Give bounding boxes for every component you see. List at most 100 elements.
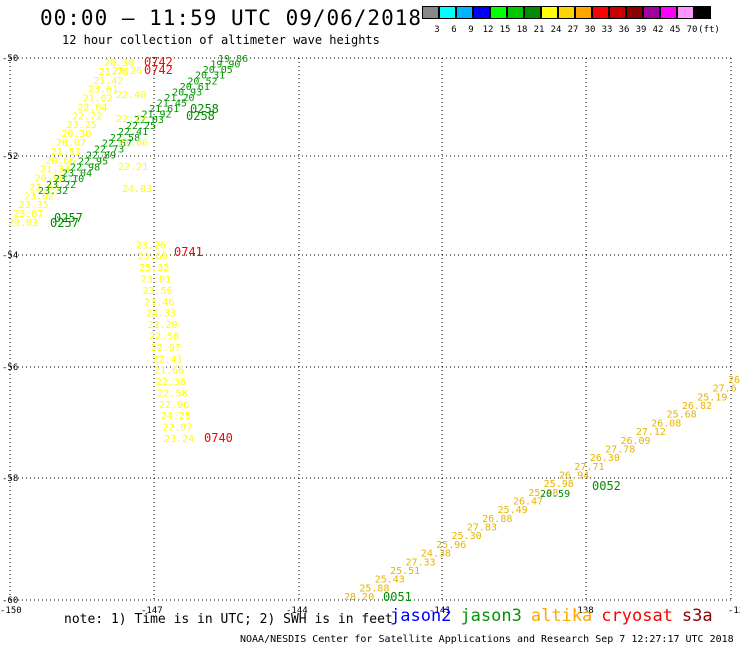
colorbar-label: 21 xyxy=(533,25,545,35)
pass-time-label: 0258 xyxy=(186,109,215,123)
pass-time-label: 0741 xyxy=(174,245,203,259)
colorbar-label: 70 xyxy=(686,25,698,35)
x-tick-label: -141 xyxy=(429,606,451,616)
colorbar-swatch xyxy=(490,6,507,19)
wave-height-label: 21.51 xyxy=(51,147,81,158)
y-tick-label: -60 xyxy=(2,596,18,606)
wave-height-label: 21.61 xyxy=(149,104,179,115)
x-tick-label: -147 xyxy=(141,606,163,616)
wave-height-label: 22.58 xyxy=(157,388,187,399)
wave-height-label: 22.67 xyxy=(102,139,132,150)
colorbar-label: 3 xyxy=(434,25,440,35)
wave-height-label: 23.35 xyxy=(19,200,49,211)
colorbar-label: (ft) xyxy=(698,25,720,35)
footnote: note: 1) Time is in UTC; 2) SWH is in fe… xyxy=(64,612,393,627)
wave-height-label: 27.33 xyxy=(405,557,435,568)
satellite-legend-item: altika xyxy=(530,606,593,626)
colorbar-swatch xyxy=(558,6,575,19)
track-track_b: 19.8619.9020.0520.3120.5220.6120.9321.20… xyxy=(38,54,248,197)
colorbar-swatch xyxy=(473,6,490,19)
wave-height-label: 20.05 xyxy=(203,65,233,76)
wave-height-label: 24.33 xyxy=(146,309,176,320)
wave-height-label: 20.59 xyxy=(540,489,570,500)
wave-height-label: 27.83 xyxy=(467,523,497,534)
satellite-legend-item: cryosat xyxy=(601,606,673,626)
map-subtitle: 12 hour collection of altimeter wave hei… xyxy=(62,33,380,47)
colorbar-swatch xyxy=(507,6,524,19)
wave-height-label: 27.71 xyxy=(574,462,604,473)
wave-height-label: 23.60 xyxy=(138,252,168,263)
wave-height-label: 22.41 xyxy=(118,127,148,138)
wave-height-label: 25.96 xyxy=(436,540,466,551)
wave-height-label: 23.04 xyxy=(62,168,92,179)
wave-height-label: 21.92 xyxy=(141,110,171,121)
pass-time-label: 0257 xyxy=(54,211,83,225)
colorbar-swatch xyxy=(575,6,592,19)
wave-height-label: 21.45 xyxy=(157,99,187,110)
colorbar-label: 24 xyxy=(550,25,562,35)
wave-height-label: 22.73 xyxy=(94,145,124,156)
wave-height-label: 20.07 xyxy=(56,138,86,149)
wave-height-label: 25.68 xyxy=(667,410,697,421)
wave-height-label: 24.25 xyxy=(161,411,191,422)
wave-height-label: 22.58 xyxy=(110,133,140,144)
wave-height-label: 23.02 xyxy=(24,191,54,202)
wave-height-label: 25.30 xyxy=(452,531,482,542)
wave-height-label: 25.98 xyxy=(528,488,558,499)
y-tick-label: -52 xyxy=(2,152,18,162)
wave-height-label: 21.66 xyxy=(154,366,184,377)
wave-height-label: 27.78 xyxy=(605,444,635,455)
wave-height-label: 26.30 xyxy=(590,453,620,464)
wave-height-label: 25.49 xyxy=(498,505,528,516)
wave-height-label: 23.61 xyxy=(88,85,118,96)
wave-height-label: 22.25 xyxy=(126,121,156,132)
pass-time-label: 0740 xyxy=(204,431,233,445)
colorbar-label: 36 xyxy=(618,25,630,35)
colorbar-label: 45 xyxy=(669,25,681,35)
wave-height-label: 21.20 xyxy=(164,93,194,104)
colorbar-swatch xyxy=(677,6,694,19)
colorbar-swatch xyxy=(439,6,456,19)
satellite-legend: jason2 jason3 altika cryosat s3a xyxy=(390,606,722,626)
colorbar-label: 15 xyxy=(499,25,511,35)
colorbar-label: 9 xyxy=(468,25,474,35)
satellite-legend-item: s3a xyxy=(681,606,713,626)
track-track_a: 20.3021.7621.4223.6121.6222.6422.7223.25… xyxy=(8,58,134,229)
wave-height-label: 22.21 xyxy=(118,162,148,173)
colorbar-label: 33 xyxy=(601,25,613,35)
x-tick-label: -144 xyxy=(286,606,308,616)
wave-height-label: 20.66 xyxy=(45,156,75,167)
wave-height-label: 23.01 xyxy=(141,275,171,286)
wave-height-label: 22.40 xyxy=(116,90,146,101)
wave-height-label: 28.20 xyxy=(344,592,374,603)
wave-height-label: 26.08 xyxy=(651,418,681,429)
wave-height-label: 24.38 xyxy=(421,549,451,560)
altimeter-tracks: 20.3021.7621.4223.6121.6222.6422.7223.25… xyxy=(8,54,740,603)
wave-height-label: 19.90 xyxy=(210,60,240,71)
wave-height-label: 23.56 xyxy=(143,286,173,297)
wave-height-label: 23.24 xyxy=(164,434,194,445)
wave-height-label: 23.87 xyxy=(13,209,43,220)
wave-height-label: 26.82 xyxy=(682,401,712,412)
satellite-legend-item: jason3 xyxy=(460,606,522,626)
wave-height-label: 22.89 xyxy=(86,151,116,162)
pass-time-label: 0258 xyxy=(190,102,219,116)
colorbar-swatch xyxy=(456,6,473,19)
colorbar-label: 12 xyxy=(482,25,494,35)
y-tick-label: -58 xyxy=(2,474,18,484)
wave-height-label: 21.42 xyxy=(93,76,123,87)
pass-time-label: 0742 xyxy=(144,63,173,77)
colorbar-label: 39 xyxy=(635,25,647,35)
map-grid xyxy=(9,57,732,601)
colorbar-label: 42 xyxy=(652,25,664,35)
colorbar-swatch xyxy=(524,6,541,19)
colorbar-label: 6 xyxy=(451,25,457,35)
wave-height-label: 23.26 xyxy=(136,240,166,251)
wave-height-label: 23.26 xyxy=(112,66,142,77)
wave-height-label: 23.22 xyxy=(46,180,76,191)
wave-height-label: 20.30 xyxy=(104,58,134,69)
wave-height-label: 21.33 xyxy=(40,165,70,176)
colorbar-label: 18 xyxy=(516,25,528,35)
track-track_e: 20.59 xyxy=(540,489,570,500)
colorbar-swatch xyxy=(643,6,660,19)
